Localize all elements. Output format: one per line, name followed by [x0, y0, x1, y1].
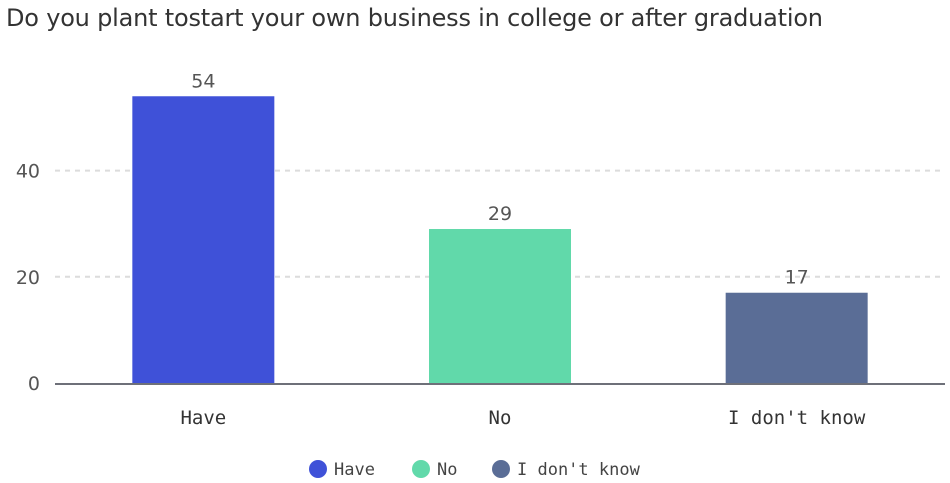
data-labels: 54 29 17: [191, 70, 809, 288]
x-tick-label: I don't know: [728, 407, 866, 429]
legend-swatch: [309, 460, 327, 478]
legend-label: No: [437, 460, 457, 480]
legend-label: I don't know: [517, 460, 641, 480]
legend-swatch: [492, 460, 510, 478]
bar-no[interactable]: [429, 229, 571, 383]
bar-have[interactable]: [132, 96, 275, 383]
bars: [132, 96, 868, 383]
legend[interactable]: Have No I don't know: [309, 460, 641, 480]
y-tick-label: 20: [16, 267, 40, 289]
data-label: 29: [488, 203, 512, 225]
data-label: 54: [191, 70, 215, 92]
chart-title: Do you plant tostart your own business i…: [6, 4, 823, 32]
x-tick-label: Have: [180, 407, 226, 429]
x-tick-label: No: [489, 407, 512, 429]
y-tick-label: 40: [16, 161, 40, 183]
bar-i-don-t-know[interactable]: [725, 292, 868, 383]
legend-item[interactable]: No: [412, 460, 457, 480]
data-label: 17: [785, 267, 809, 289]
legend-swatch: [412, 460, 430, 478]
y-axis-ticks: 0 20 40: [16, 161, 40, 395]
y-tick-label: 0: [28, 373, 40, 395]
x-axis-ticks: Have No I don't know: [180, 407, 865, 429]
legend-item[interactable]: I don't know: [492, 460, 641, 480]
legend-label: Have: [334, 460, 375, 480]
legend-item[interactable]: Have: [309, 460, 375, 480]
